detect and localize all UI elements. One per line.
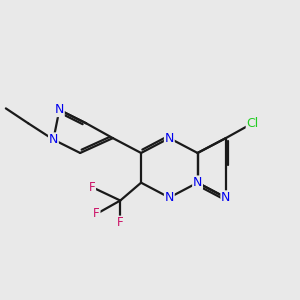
Text: F: F [117,216,124,229]
Text: N: N [165,191,174,204]
Text: Cl: Cl [246,117,259,130]
Text: N: N [49,133,58,146]
Text: N: N [55,103,64,116]
Text: F: F [89,181,95,194]
Text: N: N [221,191,230,204]
Text: F: F [93,207,100,220]
Text: N: N [165,132,174,145]
Text: N: N [193,176,202,189]
